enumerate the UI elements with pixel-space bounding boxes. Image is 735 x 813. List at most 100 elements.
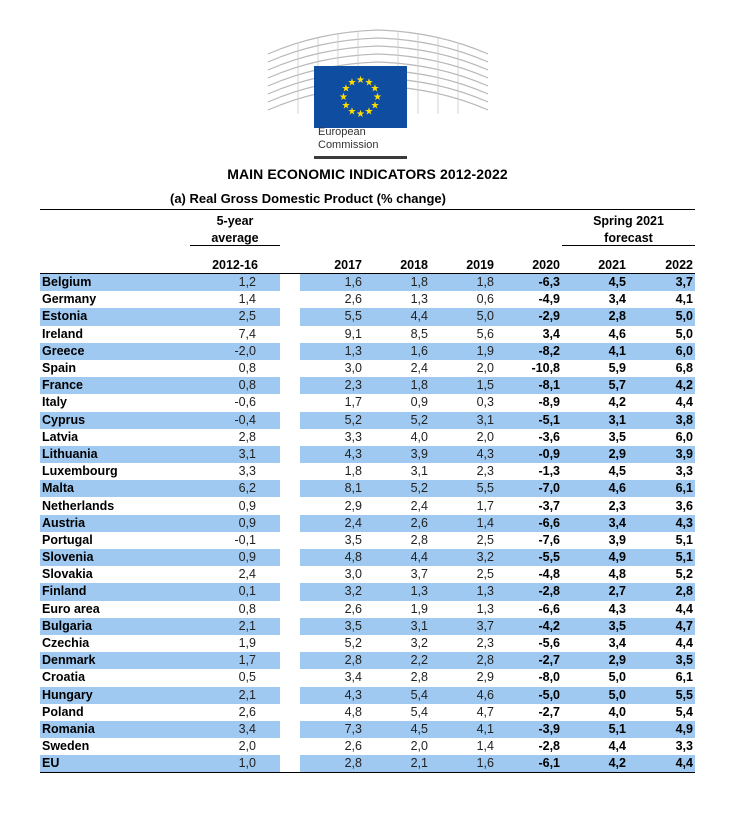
gdp-table: 5-year Spring 2021 average forecast 2012… (40, 209, 695, 774)
value-2018: 1,6 (364, 342, 430, 360)
value-2017: 2,9 (344, 498, 362, 513)
table-subtitle: (a) Real Gross Domestic Product (% chang… (170, 191, 446, 206)
value-2020: -5,0 (496, 686, 562, 704)
column-gap (280, 738, 300, 755)
table-row: Hungary 2,1 4,3 5,4 4,6 -5,0 5,0 5,5 (40, 686, 695, 704)
value-2018: 2,8 (410, 670, 428, 685)
value-2019: 3,1 (430, 411, 496, 429)
value-2017: 4,3 (300, 445, 364, 464)
value-2021: 3,4 (562, 514, 628, 532)
column-gap (280, 343, 300, 360)
avg-value: 0,5 (238, 670, 256, 685)
avg-value: 0,8 (238, 601, 256, 616)
value-2022: 5,0 (628, 308, 695, 326)
column-gap (280, 412, 300, 429)
table-row: Italy -0,6 1,7 0,9 0,3 -8,9 4,2 4,4 (40, 394, 695, 411)
column-gap (280, 652, 300, 669)
value-2021: 5,7 (562, 377, 628, 395)
value-2019: 1,4 (430, 514, 496, 532)
avg-value: 3,4 (190, 720, 280, 739)
value-2018: 3,2 (410, 636, 428, 651)
value-2021: 5,0 (608, 670, 626, 685)
column-gap (280, 566, 300, 583)
country-name: Estonia (40, 308, 190, 326)
value-2021: 3,4 (608, 636, 626, 651)
column-gap (280, 446, 300, 463)
value-2019: 1,6 (430, 755, 496, 774)
value-2020: -6,3 (496, 273, 562, 292)
table-row: Belgium 1,2 1,6 1,8 1,8 -6,3 4,5 3,7 (40, 273, 695, 292)
country-name: EU (40, 755, 190, 774)
value-2022: 3,7 (628, 273, 695, 292)
svg-text:★: ★ (373, 92, 382, 103)
avg-value: 2,0 (238, 739, 256, 754)
country-name: Portugal (42, 532, 93, 547)
table-row: EU 1,0 2,8 2,1 1,6 -6,1 4,2 4,4 (40, 755, 695, 774)
value-2019: 1,8 (430, 273, 496, 292)
value-2018: 4,5 (364, 720, 430, 739)
value-2017: 2,4 (300, 514, 364, 532)
value-2018: 2,8 (410, 532, 428, 547)
avg-header-line2: average (190, 228, 280, 246)
organization-name: European Commission (318, 126, 379, 152)
value-2019: 2,8 (430, 652, 496, 670)
svg-text:★: ★ (365, 78, 374, 89)
avg-value: 3,3 (238, 464, 256, 479)
value-2021: 4,6 (608, 326, 626, 341)
table-row: Lithuania 3,1 4,3 3,9 4,3 -0,9 2,9 3,9 (40, 445, 695, 464)
country-name: Germany (42, 292, 97, 307)
avg-value: 1,4 (238, 292, 256, 307)
value-2022: 4,4 (675, 601, 693, 616)
value-2019: 2,3 (476, 636, 494, 651)
org-line-1: European (318, 126, 366, 138)
value-2020: -2,7 (496, 652, 562, 670)
value-2021: 4,5 (562, 273, 628, 292)
value-2021: 3,4 (608, 292, 626, 307)
value-2020: -8,1 (496, 377, 562, 395)
value-2017: 4,8 (344, 704, 362, 719)
value-2018: 2,4 (410, 498, 428, 513)
avg-value: 0,9 (238, 498, 256, 513)
value-2022: 3,5 (628, 652, 695, 670)
avg-value: -2,0 (190, 342, 280, 360)
value-2022: 4,7 (628, 617, 695, 635)
value-2020: -5,1 (496, 411, 562, 429)
column-gap (280, 635, 300, 652)
value-2017: 5,2 (300, 411, 364, 429)
value-2022: 4,2 (628, 377, 695, 395)
country-name: Bulgaria (40, 617, 190, 635)
value-2018: 1,3 (364, 583, 430, 601)
value-2019: 3,7 (430, 617, 496, 635)
country-name: Italy (42, 395, 68, 410)
country-name: Denmark (40, 652, 190, 670)
country-name: Croatia (42, 670, 86, 685)
avg-value: -0,6 (234, 395, 256, 410)
value-2022: 4,1 (675, 292, 693, 307)
value-2018: 4,4 (364, 549, 430, 567)
table-row: Euro area 0,8 2,6 1,9 1,3 -6,6 4,3 4,4 (40, 601, 695, 618)
year-header: 2021 (598, 258, 626, 272)
country-name: Czechia (42, 636, 90, 651)
value-2017: 3,5 (344, 532, 362, 547)
value-2021: 4,2 (608, 395, 626, 410)
value-2018: 4,4 (364, 308, 430, 326)
column-gap (280, 480, 300, 497)
value-2021: 4,3 (608, 601, 626, 616)
value-2017: 5,2 (344, 636, 362, 651)
value-2021: 4,0 (608, 704, 626, 719)
avg-value: 2,1 (190, 617, 280, 635)
value-2020: -3,9 (496, 720, 562, 739)
value-2018: 3,1 (410, 464, 428, 479)
value-2021: 4,5 (608, 464, 626, 479)
country-name: Finland (40, 583, 190, 601)
value-2017: 3,3 (344, 429, 362, 444)
value-2022: 6,0 (628, 342, 695, 360)
value-2021: 3,5 (608, 429, 626, 444)
value-2017: 2,6 (344, 739, 362, 754)
value-2020: -8,0 (538, 670, 560, 685)
value-2017: 2,3 (300, 377, 364, 395)
value-2018: 1,8 (364, 273, 430, 292)
column-gap (280, 308, 300, 325)
value-2022: 3,3 (675, 739, 693, 754)
value-2021: 4,4 (608, 739, 626, 754)
